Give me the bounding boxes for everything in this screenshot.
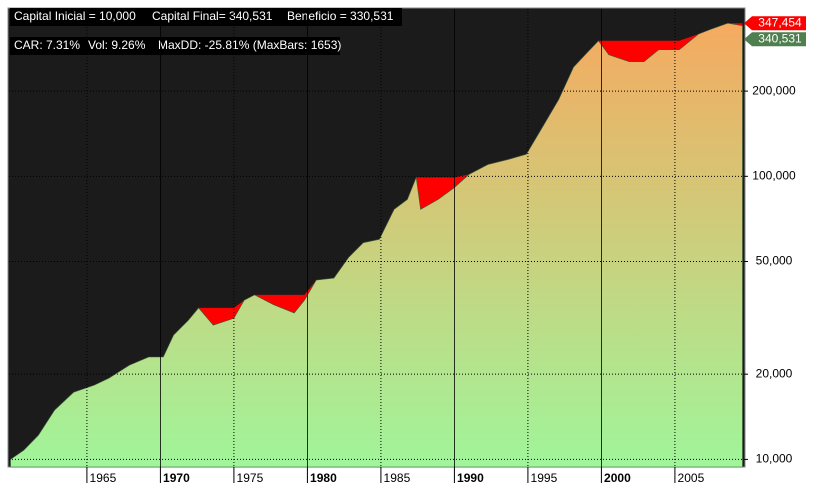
x-tick-label: 1975	[237, 471, 264, 485]
annotation: Capital Inicial = 10,000	[14, 9, 136, 23]
annotation: Capital Final= 340,531	[152, 9, 273, 23]
y-tick-label: 50,000	[756, 254, 793, 268]
y-tick-label: 10,000	[756, 452, 793, 466]
y-tick-label: 20,000	[756, 366, 793, 380]
x-tick-label: 2005	[678, 471, 705, 485]
header-bg	[10, 8, 402, 26]
annotation: MaxDD: -25.81% (MaxBars: 1653)	[158, 38, 341, 52]
annotation: Vol: 9.26%	[88, 38, 146, 52]
header-bg	[10, 37, 340, 55]
annotation: CAR: 7.31%	[14, 38, 80, 52]
x-tick-label: 1985	[384, 471, 411, 485]
y-tick-label: 100,000	[752, 168, 796, 182]
x-tick-label: 2000	[604, 471, 631, 485]
end-label-bg	[744, 16, 806, 31]
annotation: Beneficio = 330,531	[287, 9, 394, 23]
end-label-bg	[744, 32, 806, 47]
x-tick-label: 1990	[457, 471, 484, 485]
x-tick-label: 1970	[163, 471, 190, 485]
x-tick-label: 1980	[310, 471, 337, 485]
x-tick-label: 1995	[531, 471, 558, 485]
x-tick-label: 1965	[90, 471, 117, 485]
equity-area	[10, 22, 743, 468]
y-tick-label: 200,000	[752, 83, 796, 97]
end-label: 347,454	[758, 15, 802, 29]
end-label: 340,531	[758, 31, 802, 45]
